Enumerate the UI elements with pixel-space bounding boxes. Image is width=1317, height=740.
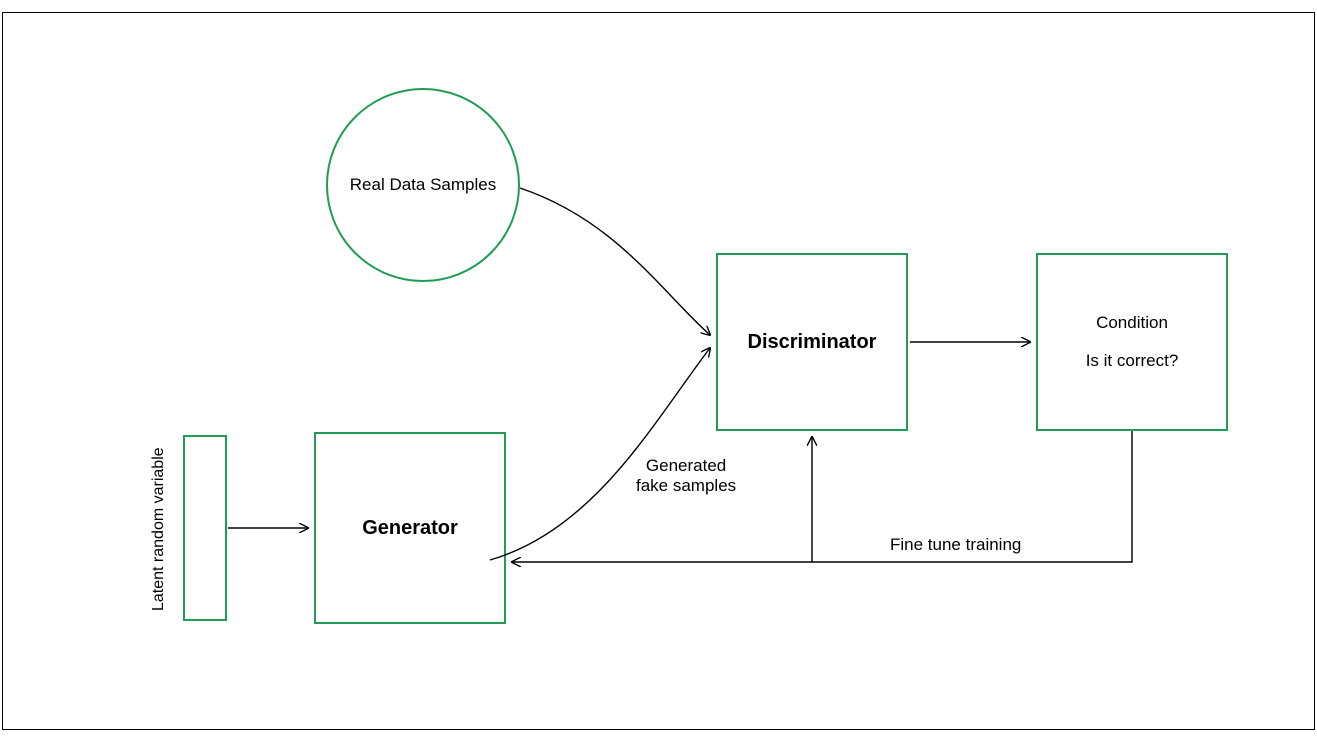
discriminator-node: Discriminator	[716, 253, 908, 431]
real-data-samples-node: Real Data Samples	[326, 88, 520, 282]
latent-variable-label: Latent random variable	[150, 438, 168, 620]
latent-variable-node	[183, 435, 227, 621]
generated-fake-samples-label: Generated fake samples	[636, 456, 736, 496]
generator-node: Generator	[314, 432, 506, 624]
discriminator-label: Discriminator	[748, 331, 877, 354]
condition-label-top: Condition	[1096, 313, 1168, 333]
real-data-label: Real Data Samples	[350, 175, 496, 195]
condition-label-bottom: Is it correct?	[1086, 351, 1179, 371]
generator-label: Generator	[362, 517, 458, 540]
fine-tune-training-label: Fine tune training	[890, 535, 1021, 555]
condition-node: Condition Is it correct?	[1036, 253, 1228, 431]
